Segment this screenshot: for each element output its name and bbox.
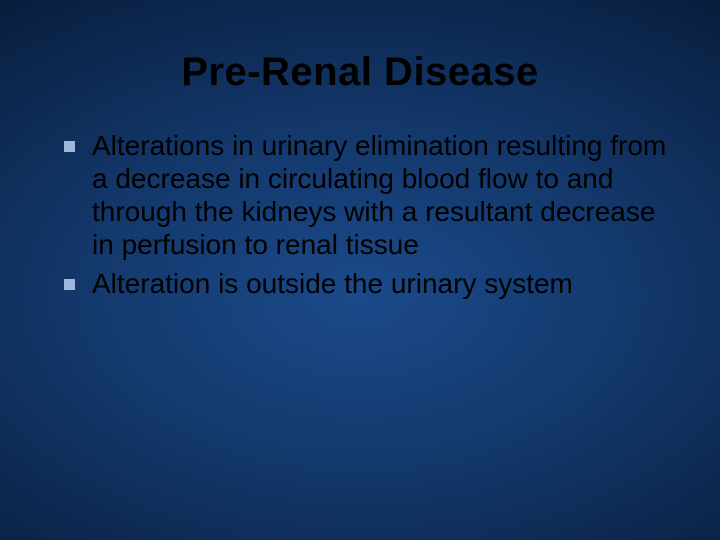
- slide-title: Pre-Renal Disease: [50, 50, 670, 95]
- bullet-text: Alteration is outside the urinary system: [92, 268, 573, 299]
- bullet-list: Alterations in urinary elimination resul…: [50, 129, 670, 300]
- slide: Pre-Renal Disease Alterations in urinary…: [0, 0, 720, 540]
- list-item: Alterations in urinary elimination resul…: [58, 129, 670, 261]
- list-item: Alteration is outside the urinary system: [58, 267, 670, 300]
- bullet-text: Alterations in urinary elimination resul…: [92, 130, 666, 260]
